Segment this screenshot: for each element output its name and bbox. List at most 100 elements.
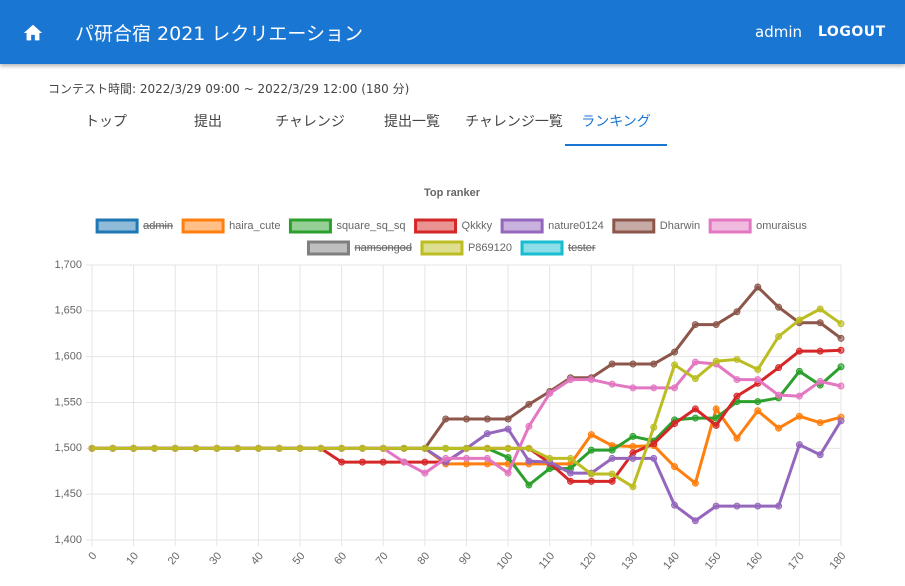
data-point	[629, 432, 637, 440]
legend-item[interactable]: namsongod	[306, 240, 412, 256]
x-tick-label: 140	[661, 550, 682, 572]
data-point	[795, 392, 803, 400]
data-point	[837, 334, 845, 342]
legend-item[interactable]: Qkkky	[414, 218, 493, 234]
data-point	[671, 420, 679, 428]
legend-swatch	[288, 218, 332, 234]
data-point	[650, 440, 658, 448]
data-point	[608, 380, 616, 388]
legend-label: admin	[143, 220, 173, 232]
legend-item[interactable]: haira_cute	[181, 218, 280, 234]
data-point	[483, 444, 491, 452]
legend-label: Qkkky	[462, 220, 493, 232]
x-tick-label: 20	[166, 550, 183, 567]
legend-swatch	[306, 240, 350, 256]
data-point	[463, 415, 470, 423]
data-point	[296, 444, 304, 452]
legend-label: haira_cute	[229, 220, 280, 232]
data-point	[254, 444, 262, 452]
legend-swatch	[95, 218, 139, 234]
x-tick-label: 60	[332, 550, 349, 567]
legend-item[interactable]: tester	[520, 240, 596, 256]
legend-item[interactable]: Dharwin	[612, 218, 700, 234]
legend-item[interactable]: nature0124	[500, 218, 604, 234]
tab[interactable]: ランキング	[565, 100, 667, 146]
data-point	[754, 407, 762, 415]
user-name: admin	[755, 23, 802, 41]
legend-item[interactable]: omuraisus	[708, 218, 807, 234]
data-point	[712, 421, 720, 429]
data-point	[463, 454, 470, 462]
data-point	[88, 444, 96, 452]
tab[interactable]: 提出	[194, 114, 222, 130]
home-icon[interactable]	[22, 22, 44, 44]
data-point	[733, 376, 741, 384]
data-point	[421, 444, 429, 452]
tab[interactable]: トップ	[85, 114, 127, 130]
data-point	[525, 481, 533, 489]
tab[interactable]: チャレンジ一覧	[465, 114, 563, 130]
data-point	[816, 419, 824, 427]
x-tick-label: 40	[249, 550, 266, 567]
legend-item[interactable]: P869120	[420, 240, 512, 256]
data-point	[816, 347, 824, 355]
data-point	[733, 308, 741, 316]
tab[interactable]: チャレンジ	[275, 114, 345, 130]
data-point	[379, 444, 387, 452]
data-point	[650, 454, 658, 462]
data-point	[775, 502, 783, 510]
data-point	[629, 454, 637, 462]
data-point	[608, 446, 616, 454]
data-point	[671, 361, 679, 369]
data-point	[567, 454, 575, 462]
legend-swatch	[708, 218, 752, 234]
data-point	[463, 444, 470, 452]
app-title[interactable]: パ研合宿 2021 レクリエーション	[75, 23, 364, 45]
data-point	[338, 444, 346, 452]
legend-label: P869120	[468, 242, 512, 254]
data-point	[733, 434, 741, 442]
data-point	[671, 384, 679, 392]
data-point	[775, 364, 783, 372]
data-point	[712, 414, 720, 422]
y-tick-label: 1,500	[54, 442, 82, 454]
data-point	[171, 444, 179, 452]
tab-bar: トップ 提出 チャレンジ 提出一覧 チャレンジ一覧 ランキング	[55, 100, 667, 146]
data-point	[691, 414, 699, 422]
data-point	[795, 367, 803, 375]
data-point	[567, 376, 575, 384]
y-tick-label: 1,700	[54, 259, 82, 271]
data-point	[795, 347, 803, 355]
legend-label: square_sq_sq	[336, 220, 405, 232]
x-tick-label: 50	[291, 550, 308, 567]
y-tick-label: 1,450	[54, 488, 82, 500]
data-point	[234, 444, 242, 452]
legend-swatch	[414, 218, 458, 234]
data-point	[525, 457, 533, 465]
tab[interactable]: 提出一覧	[384, 114, 440, 130]
data-point	[795, 316, 803, 324]
x-tick-label: 30	[207, 550, 224, 567]
data-point	[379, 458, 387, 466]
logout-button[interactable]: LOGOUT	[818, 24, 886, 40]
data-point	[546, 454, 554, 462]
data-point	[775, 303, 783, 311]
data-point	[150, 444, 158, 452]
chart-title: Top ranker	[424, 187, 481, 199]
data-point	[442, 415, 450, 423]
data-point	[837, 320, 845, 328]
data-point	[650, 360, 658, 368]
x-tick-label: 130	[619, 550, 640, 572]
data-point	[192, 444, 200, 452]
data-point	[733, 502, 741, 510]
data-point	[587, 477, 595, 485]
legend-item[interactable]: square_sq_sq	[288, 218, 406, 234]
data-point	[837, 417, 845, 425]
data-point	[712, 321, 720, 329]
x-tick-label: 110	[537, 550, 557, 571]
legend-item[interactable]: admin	[95, 218, 173, 234]
data-point	[712, 405, 720, 413]
data-point	[525, 444, 533, 452]
legend-label: tester	[568, 242, 596, 254]
